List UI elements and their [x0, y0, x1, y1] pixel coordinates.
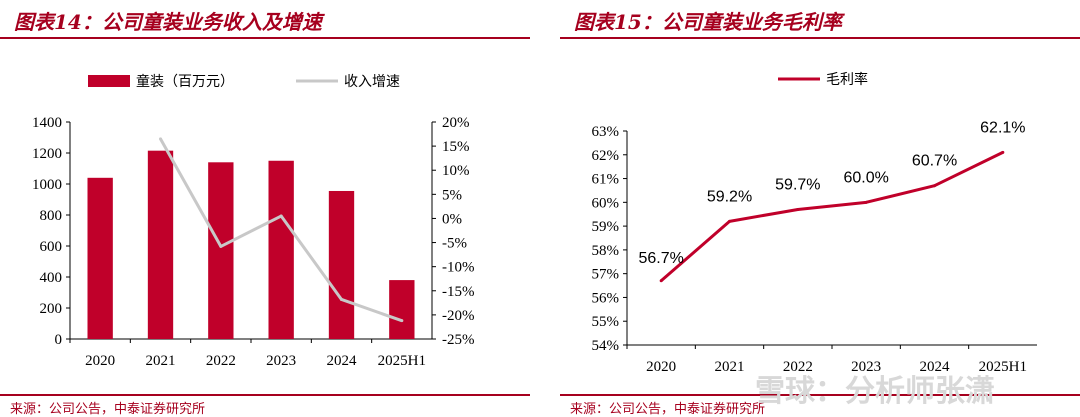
y-tick-label: 55%	[592, 314, 620, 330]
line-margin	[660, 151, 1004, 282]
y-right-tick-label: -25%	[442, 332, 475, 348]
margin-chart: 毛利率 54% 55% 56% 57% 58% 59% 60% 61% 62% 63% 2020 202…	[592, 71, 1037, 375]
y-right-tick-label: -15%	[442, 284, 475, 300]
y-tick-label: 63%	[592, 124, 620, 140]
data-label: 59.2%	[707, 188, 752, 205]
bar-revenue	[268, 160, 294, 339]
legend-label-revenue: 童装（百万元）	[136, 73, 234, 90]
x-tick-label: 2024	[327, 353, 358, 369]
source-rule	[560, 394, 1080, 396]
legend-label-margin: 毛利率	[826, 71, 868, 88]
y-tick-label: 57%	[592, 267, 620, 283]
y-left-tick-label: 0	[55, 332, 63, 348]
y-left-tick-label: 400	[40, 270, 63, 286]
source-note: 来源：公司公告，中泰证券研究所	[10, 402, 206, 417]
point-growth	[279, 214, 283, 218]
data-label: 59.7%	[775, 176, 820, 193]
point-margin	[796, 207, 800, 211]
data-label: 60.0%	[843, 169, 888, 186]
data-label: 60.7%	[912, 153, 957, 170]
source-rule	[0, 394, 530, 396]
y-right-tick-label: -10%	[442, 260, 475, 276]
source-note: 来源：公司公告，中泰证券研究所	[570, 402, 766, 417]
legend-swatch-revenue	[88, 75, 130, 87]
bar-revenue	[87, 177, 113, 339]
y-right-tick-label: -5%	[442, 236, 467, 252]
y-right-tick-label: 5%	[442, 187, 462, 203]
revenue-chart: 童装（百万元） 收入增速 0 200 400 600 800 1000 1200 1400 -25%…	[32, 73, 475, 369]
point-margin	[864, 200, 868, 204]
y-left-tick-label: 1400	[32, 115, 62, 131]
bar-revenue	[328, 190, 355, 339]
point-growth	[159, 137, 162, 141]
point-margin	[1001, 150, 1005, 154]
y-left-tick-label: 1200	[32, 146, 62, 162]
y-tick-label: 58%	[592, 243, 620, 259]
point-margin	[659, 279, 663, 283]
x-tick-label: 2023	[266, 353, 296, 369]
y-tick-label: 61%	[592, 172, 620, 188]
point-growth	[219, 244, 223, 248]
title-rule	[560, 37, 1080, 39]
x-tick-label: 2021	[146, 353, 176, 369]
bar-revenue	[147, 150, 174, 339]
chart-panel-margin: 图表15：公司童装业务毛利率 毛利率 54% 55% 56% 57% 58% 59% 60% 6…	[560, 0, 1080, 417]
legend-label-growth: 收入增速	[344, 74, 400, 90]
point-growth	[400, 319, 404, 323]
x-tick-label: 2022	[783, 359, 813, 375]
y-left-tick-label: 1000	[32, 177, 62, 193]
point-margin	[728, 219, 731, 223]
chart-title: 图表15：公司童装业务毛利率	[574, 10, 842, 34]
y-tick-label: 56%	[592, 290, 620, 306]
y-left-tick-label: 800	[40, 208, 63, 224]
y-tick-label: 54%	[592, 338, 620, 354]
chart-panel-revenue: 图表14：公司童装业务收入及增速 童装（百万元） 收入增速 0 200 400 600 80…	[0, 0, 530, 417]
y-right-tick-label: -20%	[442, 308, 475, 324]
bar-revenue	[208, 162, 234, 339]
x-tick-label: 2020	[646, 359, 676, 375]
x-tick-label: 2023	[851, 359, 881, 375]
x-tick-label: 2024	[920, 359, 951, 375]
x-tick-label: 2021	[715, 359, 745, 375]
chart-title: 图表14：公司童装业务收入及增速	[14, 10, 322, 34]
x-tick-label: 2025H1	[378, 353, 426, 369]
bar-revenue	[389, 280, 415, 339]
y-tick-label: 62%	[592, 148, 620, 164]
y-right-tick-label: 20%	[442, 115, 470, 131]
y-left-tick-label: 200	[40, 301, 63, 317]
y-right-tick-label: 10%	[442, 163, 470, 179]
x-tick-label: 2025H1	[979, 359, 1027, 375]
x-tick-label: 2020	[85, 353, 115, 369]
y-tick-label: 59%	[592, 219, 620, 235]
watermark: 雪球：分析师张潇	[755, 374, 995, 409]
x-tick-label: 2022	[206, 353, 236, 369]
y-right-tick-label: 15%	[442, 139, 470, 155]
data-label: 62.1%	[980, 119, 1025, 136]
y-right-tick-label: 0%	[442, 211, 462, 227]
point-growth	[340, 297, 343, 301]
point-margin	[933, 184, 936, 188]
title-rule	[0, 37, 530, 39]
y-left-tick-label: 600	[40, 239, 63, 255]
data-label: 56.7%	[638, 250, 683, 267]
y-tick-label: 60%	[592, 195, 620, 211]
